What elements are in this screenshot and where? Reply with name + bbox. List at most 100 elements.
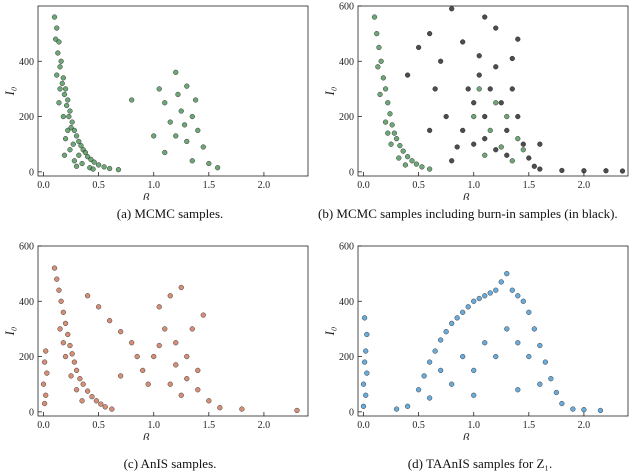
x-tick-label: 1.0 — [467, 420, 480, 431]
data-point — [68, 125, 74, 131]
data-point — [73, 163, 80, 169]
data-point — [520, 298, 526, 304]
chart-b: 0.0 0.5 1.0 1.5 2.0 0 200 400 600 β I₀ — [322, 2, 629, 200]
data-point — [581, 407, 587, 413]
data-point — [68, 373, 74, 379]
data-point — [76, 152, 82, 158]
data-point — [118, 329, 124, 335]
data-point — [156, 304, 162, 310]
data-point — [515, 293, 521, 299]
data-point — [175, 91, 181, 98]
data-point — [493, 287, 499, 293]
data-point — [107, 165, 113, 172]
data-point — [62, 86, 69, 92]
data-point — [396, 155, 402, 161]
data-point — [493, 147, 499, 153]
caption-d: (d) TAAnIS samples for Z₁. — [407, 456, 553, 471]
data-point — [60, 309, 66, 315]
y-tick-label: 200 — [19, 352, 34, 363]
data-point — [56, 287, 62, 293]
data-point — [471, 141, 477, 147]
x-tick-label: 1.5 — [203, 420, 216, 431]
data-point — [79, 398, 85, 404]
data-point — [504, 152, 510, 158]
x-tick-label: 0.0 — [357, 180, 370, 191]
data-point — [487, 290, 493, 296]
data-point — [493, 100, 499, 106]
data-point — [56, 100, 62, 106]
x-axis-label: β — [142, 190, 150, 200]
data-point — [156, 86, 162, 92]
x-axis-label: β — [462, 190, 470, 200]
series-0 — [51, 14, 221, 173]
chart-c: 0.0 0.5 1.0 1.5 2.0 0 200 400 600 β I₀ — [2, 242, 309, 440]
data-point — [61, 152, 68, 158]
data-point — [482, 113, 488, 120]
data-point — [498, 279, 504, 285]
data-point — [504, 113, 510, 120]
data-point — [189, 158, 195, 164]
y-tick-label: 600 — [339, 242, 354, 253]
data-point — [553, 389, 559, 396]
data-point — [42, 400, 48, 407]
data-point — [173, 69, 179, 75]
data-point — [520, 147, 526, 153]
data-point — [65, 97, 71, 103]
data-point — [460, 39, 466, 45]
data-point — [90, 166, 96, 172]
data-point — [363, 348, 369, 354]
data-point — [460, 353, 466, 360]
data-point — [151, 353, 157, 360]
data-point — [54, 25, 60, 31]
data-point — [195, 367, 201, 373]
data-point — [509, 287, 515, 293]
data-point — [73, 367, 80, 373]
data-point — [167, 381, 173, 387]
data-point — [84, 293, 91, 299]
data-point — [151, 133, 157, 139]
data-point — [376, 44, 382, 51]
data-point — [51, 14, 58, 20]
data-point — [65, 331, 71, 338]
data-point — [145, 381, 151, 387]
data-point — [427, 359, 433, 365]
data-point — [385, 130, 391, 136]
data-point — [515, 113, 521, 120]
data-point — [382, 86, 389, 92]
data-point — [515, 387, 521, 393]
data-point — [58, 298, 64, 304]
data-point — [200, 144, 206, 150]
x-tick-label: 0.5 — [92, 180, 105, 191]
data-point — [57, 326, 63, 332]
data-point — [71, 359, 77, 365]
data-point — [509, 158, 515, 164]
data-point — [181, 122, 188, 128]
data-point — [619, 168, 626, 174]
data-point — [173, 340, 179, 346]
data-point — [449, 158, 455, 164]
x-tick-label: 0.0 — [357, 420, 370, 431]
data-point — [515, 136, 521, 142]
data-point — [189, 113, 195, 120]
data-point — [374, 31, 380, 37]
x-tick-label: 0.0 — [37, 420, 50, 431]
data-point — [184, 353, 190, 360]
data-point — [476, 295, 482, 302]
caption-c: (c) AnIS samples. — [123, 456, 217, 471]
data-point — [206, 160, 212, 167]
x-tick-label: 0.5 — [92, 420, 105, 431]
y-tick-label: 400 — [339, 297, 354, 308]
data-point — [531, 163, 537, 169]
data-point — [364, 370, 370, 376]
series-0 — [40, 265, 300, 414]
data-point — [129, 97, 135, 103]
y-tick-label: 0 — [29, 167, 34, 178]
x-tick-label: 2.0 — [258, 420, 271, 431]
x-tick-label: 0.5 — [412, 420, 425, 431]
data-point — [438, 58, 444, 64]
data-point — [526, 309, 532, 315]
data-point — [73, 133, 80, 139]
data-point — [67, 342, 73, 349]
data-point — [89, 394, 95, 400]
data-point — [476, 53, 482, 59]
